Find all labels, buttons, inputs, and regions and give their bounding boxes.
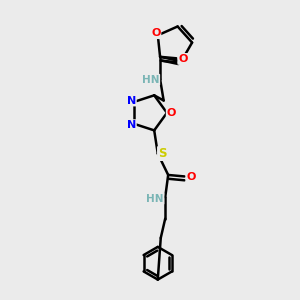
Text: O: O (167, 108, 176, 118)
Text: N: N (127, 120, 136, 130)
Text: N: N (127, 95, 136, 106)
Text: O: O (178, 54, 188, 64)
Text: O: O (186, 172, 196, 182)
Text: O: O (151, 28, 160, 38)
Text: HN: HN (142, 75, 159, 85)
Text: HN: HN (146, 194, 164, 204)
Text: S: S (158, 147, 166, 160)
